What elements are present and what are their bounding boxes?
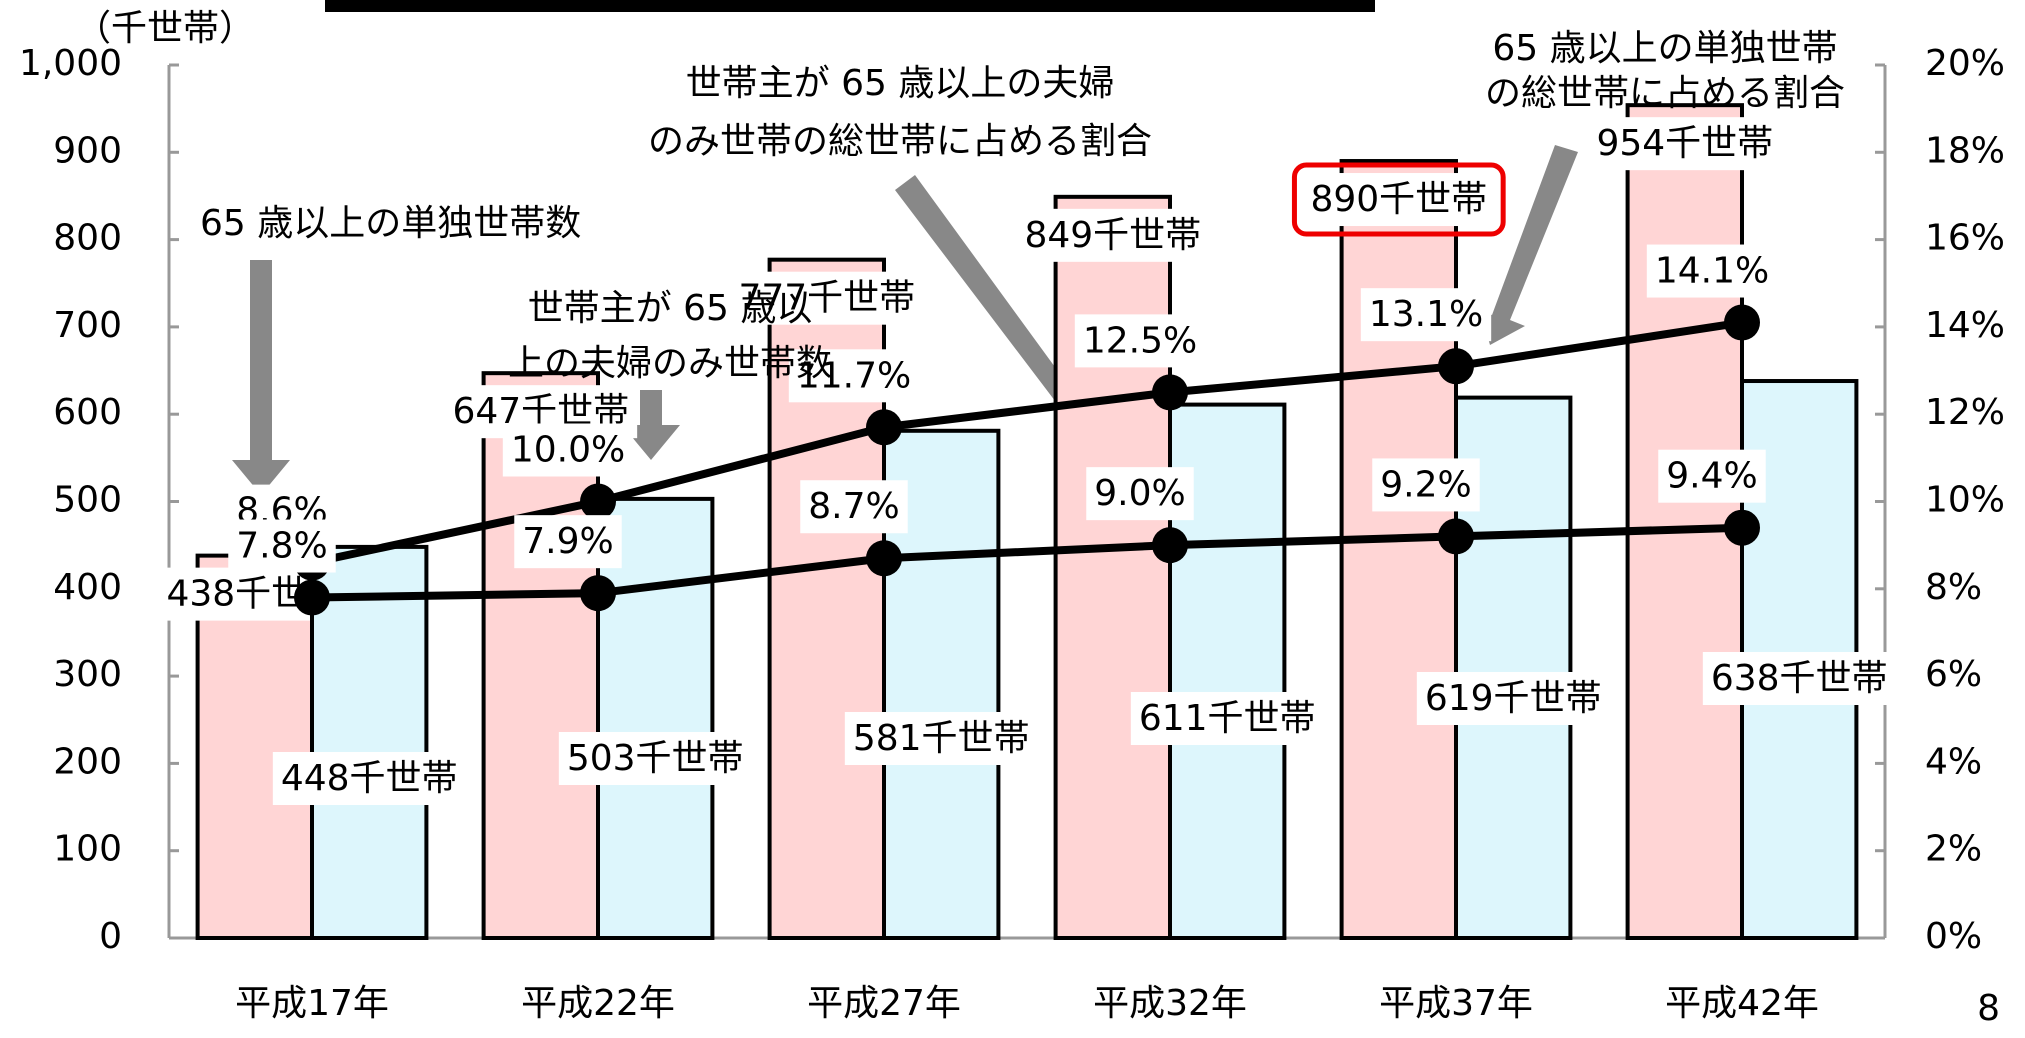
marker bbox=[1724, 304, 1760, 341]
label-bg bbox=[1646, 244, 1778, 298]
x-tick-label: 平成32年 bbox=[1093, 983, 1247, 1024]
label-bg bbox=[1302, 173, 1496, 227]
marker bbox=[580, 483, 616, 520]
bar-value-label: 619千世帯 bbox=[1425, 678, 1602, 719]
y2-tick-label: 14% bbox=[1925, 305, 2005, 346]
bar-value-label: 638千世帯 bbox=[1711, 658, 1888, 699]
line-value-label: 14.1% bbox=[1655, 251, 1769, 292]
y-tick-label: 1,000 bbox=[19, 43, 122, 84]
x-tick-label: 平成22年 bbox=[521, 983, 675, 1024]
y2-tick-label: 0% bbox=[1925, 916, 1982, 957]
y-tick-label: 300 bbox=[53, 654, 122, 695]
label-bg bbox=[1086, 467, 1194, 521]
x-tick-label: 平成37年 bbox=[1379, 983, 1533, 1024]
marker bbox=[1438, 518, 1474, 555]
legend-annotation: 世帯主が 65 歳以上の夫婦のみ世帯数 bbox=[508, 288, 832, 384]
marker bbox=[866, 409, 902, 446]
marker bbox=[1724, 509, 1760, 546]
y2-tick-label: 20% bbox=[1925, 43, 2005, 84]
bar-value-label: 849千世帯 bbox=[1024, 215, 1201, 256]
y-tick-label: 200 bbox=[53, 741, 122, 782]
line-value-label: 8.7% bbox=[808, 486, 899, 527]
bar bbox=[310, 544, 429, 940]
bar bbox=[1053, 194, 1172, 940]
line-value-label: 12.5% bbox=[1083, 320, 1197, 361]
marker bbox=[1152, 374, 1188, 411]
label-bg bbox=[1360, 288, 1492, 342]
y-tick-label: 700 bbox=[53, 305, 122, 346]
label-bg bbox=[1074, 314, 1206, 368]
y2-tick-label: 16% bbox=[1925, 218, 2005, 259]
label-bg bbox=[1658, 449, 1766, 503]
y-tick-label: 100 bbox=[53, 829, 122, 870]
y2-tick-label: 2% bbox=[1925, 829, 1982, 870]
label-bg bbox=[502, 423, 634, 477]
marker bbox=[1152, 527, 1188, 564]
highlight-box bbox=[1291, 162, 1506, 237]
line-value-label: 11.7% bbox=[797, 355, 911, 396]
y2-tick-label: 10% bbox=[1925, 480, 2005, 521]
label-bg bbox=[272, 752, 466, 805]
bar-value-label: 503千世帯 bbox=[567, 738, 744, 779]
bar bbox=[1339, 159, 1458, 940]
y-tick-label: 600 bbox=[53, 392, 122, 433]
label-bg bbox=[788, 349, 920, 403]
marker bbox=[294, 579, 330, 616]
label-bg bbox=[1016, 208, 1210, 262]
page-number: 8 bbox=[1977, 988, 2000, 1029]
y-tick-label: 0 bbox=[99, 916, 122, 957]
label-bg bbox=[1416, 672, 1610, 725]
y2-tick-label: 6% bbox=[1925, 654, 1982, 695]
y2-tick-label: 12% bbox=[1925, 392, 2005, 433]
unit-label: （千世帯） bbox=[75, 8, 255, 49]
label-bg bbox=[514, 515, 622, 569]
line-value-label: 10.0% bbox=[511, 430, 625, 471]
label-bg bbox=[1702, 652, 1896, 705]
line-value-label: 13.1% bbox=[1369, 294, 1483, 335]
line bbox=[311, 318, 1743, 567]
bar-value-label: 777千世帯 bbox=[738, 278, 915, 319]
title-bar bbox=[325, 0, 1375, 12]
label-bg bbox=[1372, 458, 1480, 512]
line bbox=[311, 523, 1743, 602]
line-value-label: 7.8% bbox=[236, 526, 327, 567]
line-value-label: 9.2% bbox=[1380, 464, 1471, 505]
bar-value-label: 890千世帯 bbox=[1310, 179, 1487, 220]
line-value-label: 9.0% bbox=[1094, 473, 1185, 514]
bar-value-label: 581千世帯 bbox=[853, 718, 1030, 759]
legend-annotation: 65 歳以上の単独世帯の総世帯に占める割合 bbox=[1485, 28, 1845, 114]
label-bg bbox=[800, 480, 908, 534]
y2-tick-label: 4% bbox=[1925, 741, 1982, 782]
bar bbox=[596, 496, 715, 940]
line-value-label: 7.9% bbox=[522, 521, 613, 562]
marker bbox=[866, 540, 902, 577]
legend-annotation: 65 歳以上の単独世帯数 bbox=[200, 203, 581, 244]
label-bg bbox=[1588, 117, 1782, 171]
label-bg bbox=[558, 732, 752, 785]
x-tick-label: 平成17年 bbox=[235, 983, 389, 1024]
y-tick-label: 400 bbox=[53, 567, 122, 608]
label-bg bbox=[1130, 692, 1324, 745]
marker bbox=[580, 575, 616, 612]
legend-annotation: 世帯主が 65 歳以上の夫婦のみ世帯の総世帯に占める割合 bbox=[648, 63, 1152, 162]
label-bg bbox=[730, 271, 924, 325]
bar bbox=[1625, 103, 1744, 940]
bar-value-label: 611千世帯 bbox=[1139, 698, 1316, 739]
label-bg bbox=[844, 712, 1038, 765]
label-bg bbox=[228, 519, 336, 573]
y2-tick-label: 18% bbox=[1925, 130, 2005, 171]
bar-value-label: 448千世帯 bbox=[281, 758, 458, 799]
x-tick-label: 平成42年 bbox=[1665, 983, 1819, 1024]
y2-tick-label: 8% bbox=[1925, 567, 1982, 608]
y-tick-label: 800 bbox=[53, 218, 122, 259]
line-value-label: 9.4% bbox=[1666, 456, 1757, 497]
bar-value-label: 954千世帯 bbox=[1596, 123, 1773, 164]
x-tick-label: 平成27年 bbox=[807, 983, 961, 1024]
y-tick-label: 500 bbox=[53, 480, 122, 521]
marker bbox=[1438, 348, 1474, 385]
y-tick-label: 900 bbox=[53, 130, 122, 171]
